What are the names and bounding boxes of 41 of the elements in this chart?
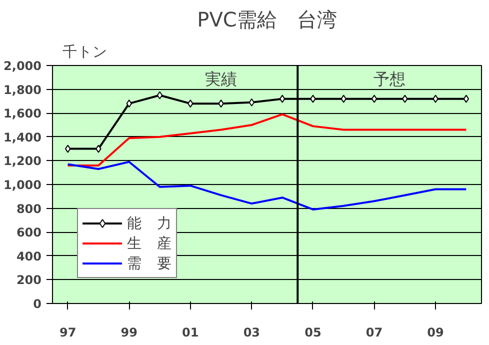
x-tick-label: 05 [304, 326, 322, 340]
x-tick-label: 97 [59, 326, 76, 340]
y-axis-title: 千トン [62, 44, 108, 60]
point [188, 100, 194, 108]
point [463, 94, 470, 103]
x-tick-label: 03 [243, 326, 260, 340]
y-tick-label: 1,600 [4, 106, 42, 121]
point [64, 144, 71, 153]
y-tick-label: 1,400 [4, 130, 42, 144]
point [248, 98, 255, 106]
annotation: 実績 [205, 70, 238, 88]
chart-title: PVC需給 台湾 [197, 8, 337, 32]
y-tick-label: 2,000 [4, 59, 42, 73]
y-tick-label: 1,000 [4, 178, 42, 192]
point [156, 91, 163, 100]
point [218, 100, 224, 108]
y-tick-label: 800 [16, 202, 42, 216]
y-tick-label: 1,800 [4, 82, 42, 97]
annotation: 予想 [374, 70, 406, 88]
point [96, 144, 102, 153]
point [279, 94, 286, 103]
y-tick-label: 600 [16, 226, 42, 240]
point [340, 94, 346, 103]
legend-label: 需 要 [127, 254, 172, 272]
legend-label: 能 力 [127, 214, 172, 232]
x-tick-label: 07 [366, 326, 383, 340]
line-series [66, 160, 468, 210]
y-tick-label: 0 [33, 297, 42, 311]
x-tick-label: 01 [182, 326, 199, 340]
point [371, 94, 378, 103]
point [310, 94, 316, 103]
y-tick-label: 400 [16, 249, 42, 264]
line-series [66, 113, 468, 166]
legend-label: 生 産 [127, 234, 172, 252]
point [402, 94, 408, 103]
x-tick-label: 09 [427, 326, 444, 340]
point [432, 94, 438, 103]
x-tick-label: 99 [120, 326, 138, 340]
y-tick-label: 200 [16, 273, 42, 288]
point [126, 100, 132, 108]
y-tick-label: 1,200 [4, 154, 42, 168]
